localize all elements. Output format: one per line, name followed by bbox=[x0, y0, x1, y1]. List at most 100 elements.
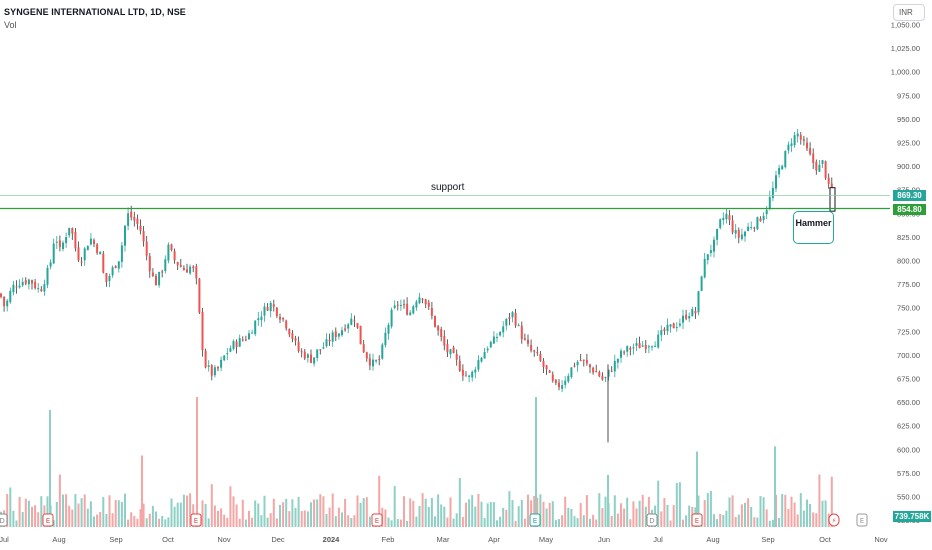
candle-body bbox=[554, 379, 557, 384]
candle-body bbox=[765, 209, 768, 215]
event-marker-icon: D bbox=[646, 513, 658, 527]
support-annotation[interactable]: support bbox=[431, 182, 465, 193]
volume-bar bbox=[65, 494, 68, 527]
price-tick-label: 750.00 bbox=[897, 304, 920, 313]
volume-bar bbox=[303, 510, 306, 527]
volume-bar bbox=[669, 520, 672, 527]
volume-bar bbox=[322, 496, 325, 527]
volume-bar bbox=[595, 519, 598, 527]
volume-bar bbox=[576, 518, 579, 527]
volume-bar bbox=[105, 514, 108, 527]
candle-body bbox=[120, 245, 123, 262]
candle-body bbox=[768, 197, 771, 209]
volume-bar bbox=[465, 502, 467, 527]
volume-bar bbox=[592, 514, 595, 527]
candle-body bbox=[89, 238, 92, 245]
volume-bar bbox=[279, 504, 281, 527]
candle-body bbox=[124, 225, 126, 246]
volume-bar bbox=[130, 512, 133, 527]
volume-bar bbox=[300, 511, 303, 527]
candle-body bbox=[737, 229, 740, 238]
candle-body bbox=[213, 367, 216, 376]
volume-bar bbox=[492, 502, 495, 527]
candle-body bbox=[130, 211, 133, 218]
candle-body bbox=[359, 325, 362, 345]
candle-body bbox=[384, 332, 387, 346]
volume-bar bbox=[15, 520, 18, 527]
volume-bar bbox=[306, 511, 309, 527]
candle-body bbox=[248, 333, 250, 340]
candle-body bbox=[86, 245, 89, 251]
volume-bar bbox=[260, 515, 263, 527]
hammer-annotation[interactable]: Hammer bbox=[793, 211, 834, 244]
volume-bar bbox=[589, 518, 591, 527]
volume-bar bbox=[731, 495, 734, 527]
volume-bar bbox=[706, 493, 709, 527]
volume-bar bbox=[709, 490, 712, 527]
volume-bar bbox=[762, 497, 765, 527]
candle-body bbox=[294, 338, 297, 341]
candle-body bbox=[443, 336, 446, 346]
volume-bar bbox=[424, 498, 427, 527]
volume-bar bbox=[27, 500, 30, 527]
candle-body bbox=[564, 380, 567, 385]
volume-bar bbox=[468, 499, 471, 527]
candle-body bbox=[201, 311, 204, 351]
volume-bar bbox=[297, 496, 300, 527]
volume-bar bbox=[564, 496, 567, 527]
volume-bar bbox=[136, 518, 139, 527]
time-tick-label: Oct bbox=[162, 535, 175, 544]
candle-body bbox=[96, 244, 99, 253]
candle-body bbox=[492, 336, 495, 344]
volume-bar bbox=[768, 520, 771, 527]
volume-bar bbox=[443, 506, 446, 527]
candle-body bbox=[350, 318, 353, 325]
volume-bar bbox=[610, 515, 613, 527]
candle-body bbox=[647, 346, 650, 348]
volume-bar bbox=[573, 516, 576, 527]
candle-body bbox=[561, 385, 564, 389]
time-tick-label: Mar bbox=[437, 535, 450, 544]
volume-bar bbox=[37, 512, 40, 527]
candle-body bbox=[604, 377, 607, 379]
volume-bar bbox=[387, 517, 390, 527]
currency-button[interactable]: INR bbox=[893, 4, 925, 21]
volume-bar bbox=[629, 519, 632, 527]
candle-body bbox=[344, 328, 347, 331]
volume-bar bbox=[678, 482, 681, 527]
volume-bar bbox=[632, 501, 635, 527]
time-tick-label: Oct bbox=[819, 535, 832, 544]
candle-body bbox=[663, 328, 666, 331]
volume-bar bbox=[396, 519, 399, 527]
volume-bar bbox=[821, 500, 824, 527]
candle-body bbox=[678, 323, 681, 326]
candle-body bbox=[260, 316, 263, 321]
candle-body bbox=[282, 317, 285, 320]
candle-body bbox=[328, 339, 331, 342]
candle-body bbox=[778, 167, 781, 175]
candle-body bbox=[68, 227, 71, 236]
event-marker-icon: E bbox=[371, 513, 383, 527]
candle-body bbox=[589, 364, 591, 368]
volume-bar bbox=[232, 496, 235, 527]
volume-bar bbox=[579, 503, 582, 527]
price-tick-label: 650.00 bbox=[897, 398, 920, 407]
candle-body bbox=[204, 350, 207, 368]
candle-body bbox=[657, 334, 660, 348]
candle-body bbox=[93, 240, 95, 244]
volume-bar bbox=[151, 505, 154, 527]
candle-body bbox=[347, 324, 350, 329]
volume-bar bbox=[86, 508, 89, 527]
candle-body bbox=[697, 291, 700, 313]
candle-body bbox=[43, 284, 46, 292]
volume-bar bbox=[480, 501, 483, 527]
volume-bar bbox=[368, 516, 371, 527]
volume-indicator-label[interactable]: Vol bbox=[4, 20, 17, 30]
price-tick-label: 1,050.00 bbox=[891, 21, 920, 30]
volume-bar bbox=[542, 501, 545, 527]
volume-bar bbox=[24, 498, 27, 527]
time-tick-label: Sep bbox=[109, 535, 122, 544]
candle-body bbox=[775, 175, 777, 189]
candle-body bbox=[725, 213, 728, 220]
